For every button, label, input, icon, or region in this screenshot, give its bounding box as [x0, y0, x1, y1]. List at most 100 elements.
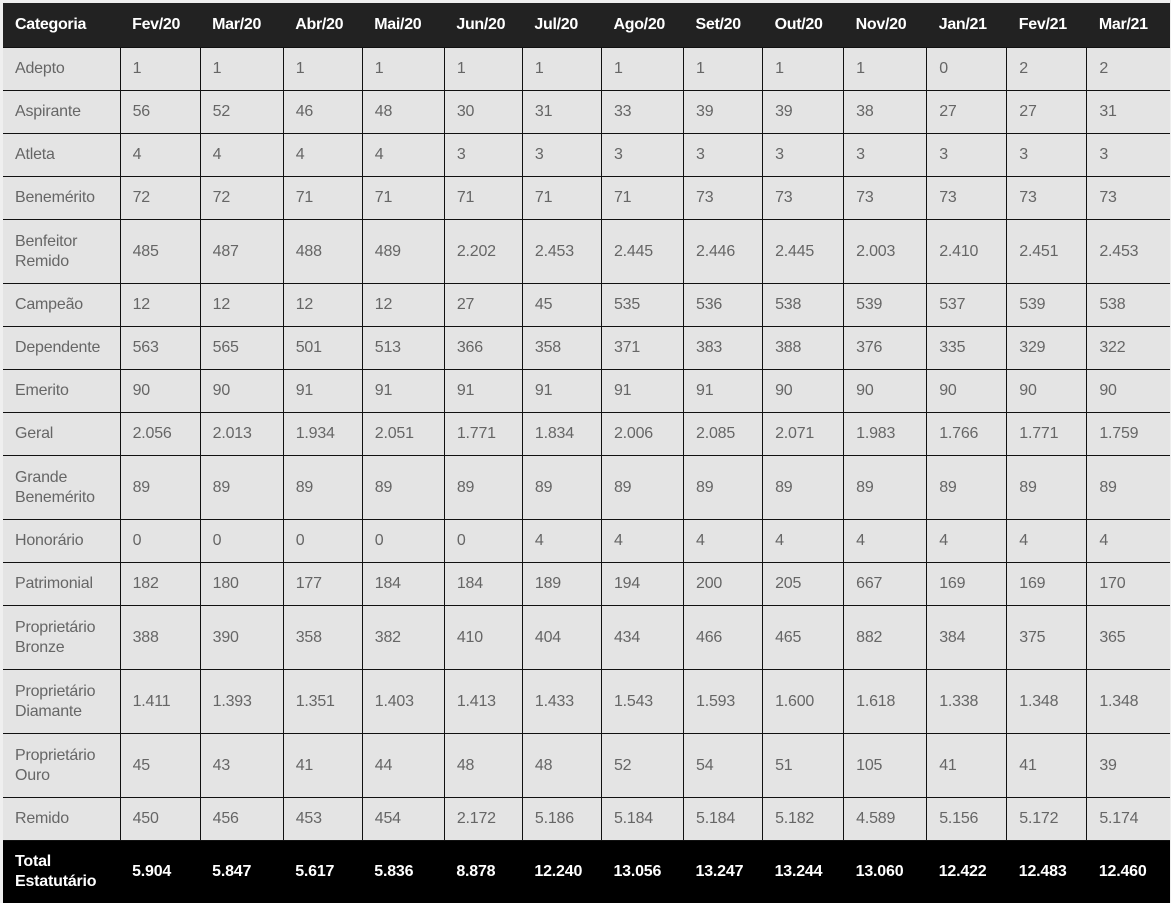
- category-label-line: Diamante: [15, 702, 82, 720]
- table-cell: 390: [199, 605, 284, 670]
- category-label: Geral: [3, 412, 121, 456]
- table-cell: 12: [199, 283, 284, 327]
- table-cell: 4: [119, 133, 201, 177]
- table-cell: 1.338: [926, 669, 1008, 734]
- table-cell: 1.771: [443, 412, 523, 456]
- table-cell: 51: [762, 733, 845, 798]
- table-cell: 1: [443, 47, 523, 91]
- table-row: Grande Benemérito 89 89 89 89 89 89 89 89 89 89 89 89…: [3, 455, 1170, 520]
- table-cell: 2.410: [926, 219, 1008, 284]
- table-cell: 2.451: [1006, 219, 1088, 284]
- table-cell: 882: [843, 605, 928, 670]
- category-label-line: Ouro: [15, 766, 50, 784]
- total-row: Total Estatutário 5.904 5.847 5.617 5.836 8.87…: [3, 840, 1170, 903]
- table-cell: 105: [843, 733, 928, 798]
- table-cell: 1.934: [282, 412, 363, 456]
- table-cell: 3: [600, 133, 685, 177]
- table-cell: 376: [843, 326, 928, 370]
- table-cell: 366: [443, 326, 523, 370]
- table-cell: 52: [199, 90, 284, 134]
- column-header-month: Abr/20: [283, 3, 363, 48]
- table-cell: 2.006: [600, 412, 685, 456]
- table-cell: 538: [1086, 283, 1170, 327]
- column-header-month: Fev/20: [120, 3, 201, 48]
- table-cell: 90: [1006, 369, 1088, 413]
- table-cell: 2.085: [683, 412, 764, 456]
- table-cell: 180: [199, 562, 284, 606]
- table-cell: 45: [119, 733, 201, 798]
- table-cell: 3: [1086, 133, 1170, 177]
- category-label-line: Proprietário: [15, 618, 96, 636]
- category-label-line: Remido: [15, 810, 69, 827]
- table-cell: 1.543: [600, 669, 685, 734]
- table-cell: 466: [683, 605, 764, 670]
- table-cell: 2.446: [683, 219, 764, 284]
- table-cell: 371: [600, 326, 685, 370]
- table-cell: 169: [926, 562, 1008, 606]
- category-label: Patrimonial: [3, 562, 121, 606]
- table-cell: 89: [199, 455, 284, 520]
- table-cell: 1: [282, 47, 363, 91]
- table-cell: 1: [199, 47, 284, 91]
- table-cell: 487: [199, 219, 284, 284]
- table-cell: 90: [1086, 369, 1170, 413]
- table-cell: 335: [926, 326, 1008, 370]
- table-cell: 1: [843, 47, 928, 91]
- category-label: Total Estatutário: [3, 840, 121, 903]
- membership-table: Categoria Fev/20 Mar/20 Abr/20 Mai/20 Jun/20 J…: [3, 3, 1170, 903]
- table-cell: 2.056: [119, 412, 201, 456]
- table-cell: 73: [843, 176, 928, 220]
- category-label-line: Estatutário: [15, 873, 97, 890]
- table-cell: 89: [282, 455, 363, 520]
- table-cell: 4: [600, 519, 685, 563]
- table-cell: 200: [683, 562, 764, 606]
- table-cell: 1: [600, 47, 685, 91]
- table-cell: 2: [1086, 47, 1170, 91]
- table-cell: 5.172: [1006, 797, 1088, 841]
- table-cell: 1: [683, 47, 764, 91]
- table-cell: 39: [1086, 733, 1170, 798]
- table-cell: 485: [119, 219, 201, 284]
- table-cell: 4: [926, 519, 1008, 563]
- table-cell: 488: [282, 219, 363, 284]
- table-cell: 41: [926, 733, 1008, 798]
- category-label-line: Benfeitor: [15, 232, 78, 250]
- table-cell: 1.413: [443, 669, 523, 734]
- category-label: Adepto: [3, 47, 121, 91]
- table-cell: 2.071: [762, 412, 845, 456]
- table-cell: 91: [282, 369, 363, 413]
- table-cell: 12: [282, 283, 363, 327]
- category-label-line: Geral: [15, 425, 54, 442]
- table-row: Dependente 563 565 501 513 366 358 371 383 388 376…: [3, 326, 1170, 370]
- category-label-line: Patrimonial: [15, 575, 93, 592]
- category-label-line: Grande: [15, 468, 68, 486]
- table-cell: 1.348: [1086, 669, 1170, 734]
- table-cell: 13.056: [601, 840, 684, 903]
- table-cell: 89: [600, 455, 685, 520]
- table-cell: 44: [361, 733, 445, 798]
- table-cell: 4: [521, 519, 602, 563]
- table-cell: 1: [119, 47, 201, 91]
- table-cell: 194: [600, 562, 685, 606]
- table-cell: 2: [1006, 47, 1088, 91]
- table-row: Campeão 12 12 12 12 27 45 535 536 538 539 537 539 538: [3, 283, 1170, 327]
- category-label: Remido: [3, 797, 121, 841]
- table-cell: 5.617: [283, 840, 363, 903]
- table-cell: 91: [521, 369, 602, 413]
- table-cell: 5.174: [1086, 797, 1170, 841]
- table-cell: 465: [762, 605, 845, 670]
- table-cell: 48: [521, 733, 602, 798]
- category-label-line: Atleta: [15, 146, 55, 163]
- table-row: Proprietário Diamante 1.411 1.393 1.351 1.403…: [3, 669, 1170, 734]
- table-cell: 91: [600, 369, 685, 413]
- table-cell: 39: [762, 90, 845, 134]
- table-cell: 1: [521, 47, 602, 91]
- table-cell: 388: [762, 326, 845, 370]
- category-label: Honorário: [3, 519, 121, 563]
- table-cell: 27: [443, 283, 523, 327]
- table-cell: 1.433: [521, 669, 602, 734]
- table-cell: 73: [1006, 176, 1088, 220]
- table-cell: 2.453: [1086, 219, 1170, 284]
- table-cell: 91: [443, 369, 523, 413]
- table-cell: 404: [521, 605, 602, 670]
